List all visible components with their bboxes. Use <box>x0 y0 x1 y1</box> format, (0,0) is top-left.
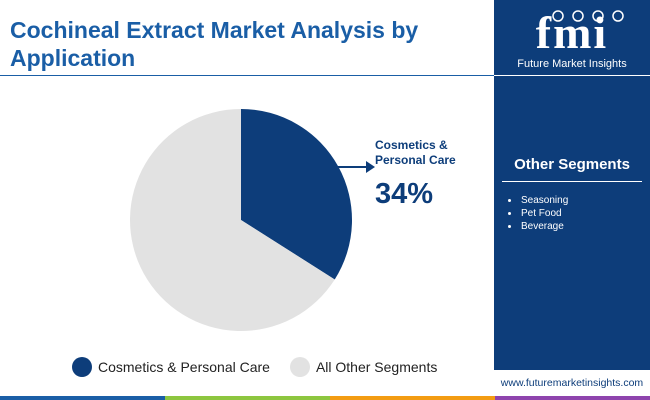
callout-label: Cosmetics & Personal Care <box>375 138 456 167</box>
segment-label: Pet Food <box>521 208 562 219</box>
segment-label: Beverage <box>521 221 564 232</box>
logo-divider <box>494 75 650 76</box>
bullet-icon <box>508 225 511 228</box>
logo-icons <box>552 10 624 22</box>
legend-item-cosmetics: Cosmetics & Personal Care <box>72 357 270 377</box>
legend-swatch-cosmetics <box>72 357 92 377</box>
other-segments-divider <box>502 181 642 182</box>
legend-label-cosmetics: Cosmetics & Personal Care <box>98 359 270 375</box>
segment-item-pet-food: Pet Food <box>508 207 568 220</box>
callout-arrow <box>337 161 375 173</box>
website-link[interactable]: www.futuremarketinsights.com <box>500 377 644 389</box>
callout-value: 34% <box>375 178 434 210</box>
bar-segment-purple <box>495 396 650 400</box>
pie-slice-cosmetics-personal-care <box>241 109 352 280</box>
segment-item-beverage: Beverage <box>508 220 568 233</box>
brand-name: Future Market Insights <box>517 58 627 70</box>
website-band <box>494 370 650 396</box>
legend-swatch-other <box>289 357 310 377</box>
brand-logo: fmi <box>535 7 609 58</box>
other-segments-title: Other Segments <box>514 156 630 173</box>
bullet-icon <box>508 212 511 215</box>
chart-legend: Cosmetics & Personal Care All Other Segm… <box>72 356 457 378</box>
legend-item-other: All Other Segments <box>289 357 438 377</box>
chart-title: Cochineal Extract Market Analysis by App… <box>10 17 419 71</box>
legend-label-other: All Other Segments <box>315 359 438 375</box>
bar-segment-blue <box>0 396 165 400</box>
sidebar-panel: fmi Future Market Insights Other Segment… <box>494 0 650 400</box>
segment-item-seasoning: Seasoning <box>508 194 568 207</box>
bar-segment-orange <box>330 396 495 400</box>
bar-segment-green <box>165 396 330 400</box>
pie-chart <box>130 109 375 332</box>
pie-slice-all-other-segments <box>130 109 335 332</box>
bottom-color-bar <box>0 396 650 400</box>
other-segments-list: Seasoning Pet Food Beverage <box>508 194 568 233</box>
title-divider <box>0 75 494 76</box>
segment-label: Seasoning <box>521 195 569 206</box>
bullet-icon <box>508 199 511 202</box>
